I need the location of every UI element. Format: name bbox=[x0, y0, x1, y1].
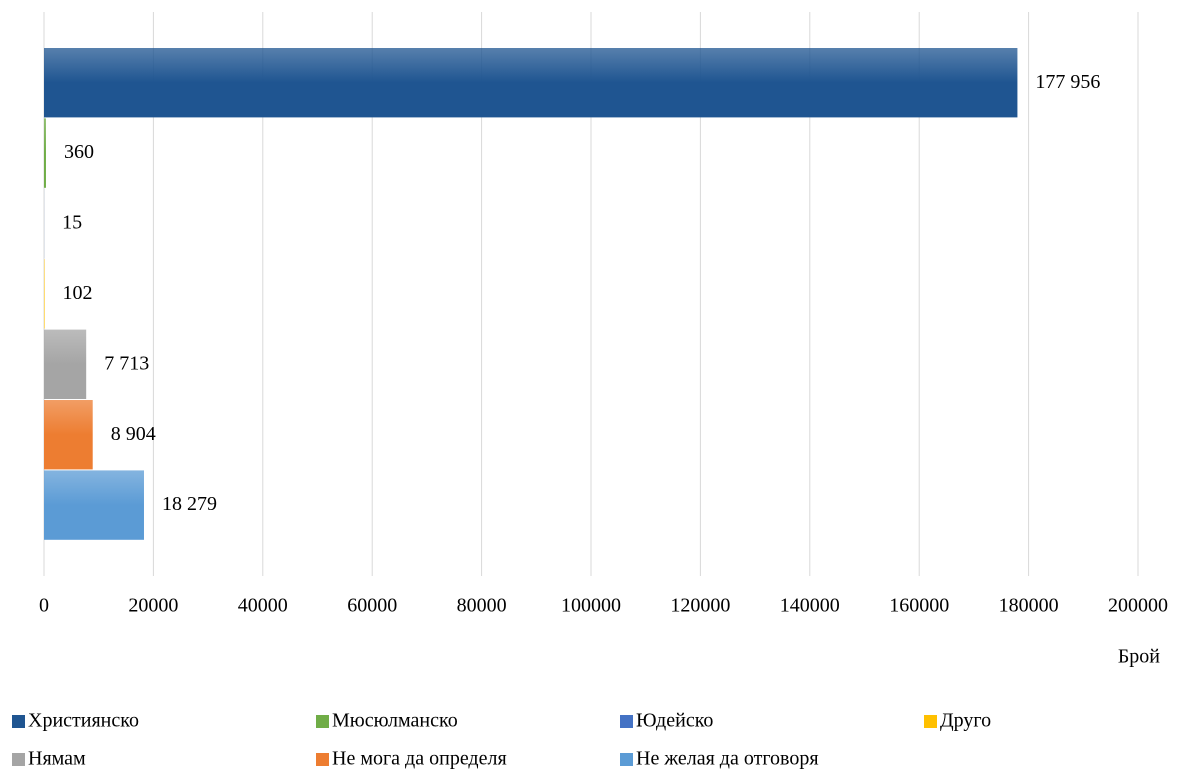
legend-swatch bbox=[316, 715, 329, 728]
bar bbox=[44, 329, 87, 399]
x-axis-label: Брой bbox=[1118, 646, 1160, 668]
data-label: 18 279 bbox=[162, 493, 217, 515]
legend-label: Не мога да определя bbox=[332, 748, 507, 770]
bar bbox=[44, 118, 46, 188]
data-label: 7 713 bbox=[104, 352, 149, 374]
bar bbox=[44, 400, 93, 470]
bar bbox=[44, 48, 1018, 118]
x-tick-label: 80000 bbox=[457, 595, 507, 617]
data-label: 177 956 bbox=[1035, 71, 1100, 93]
x-tick-label: 180000 bbox=[999, 595, 1059, 617]
x-tick-label: 100000 bbox=[561, 595, 621, 617]
legend-label: Християнско bbox=[28, 710, 139, 732]
x-tick-label: 160000 bbox=[889, 595, 949, 617]
bar bbox=[44, 470, 144, 540]
legend-swatch bbox=[12, 753, 25, 766]
bar bbox=[44, 259, 45, 329]
legend-swatch bbox=[12, 715, 25, 728]
data-label: 15 bbox=[62, 212, 82, 234]
x-tick-label: 60000 bbox=[347, 595, 397, 617]
x-tick-label: 20000 bbox=[128, 595, 178, 617]
data-label: 102 bbox=[63, 282, 93, 304]
legend-swatch bbox=[316, 753, 329, 766]
legend-swatch bbox=[620, 753, 633, 766]
legend-label: Не желая да отговоря bbox=[636, 748, 819, 770]
legend-swatch bbox=[924, 715, 937, 728]
data-label: 8 904 bbox=[111, 423, 156, 445]
x-tick-label: 40000 bbox=[238, 595, 288, 617]
legend-label: Юдейско bbox=[636, 710, 713, 732]
x-tick-label: 200000 bbox=[1108, 595, 1168, 617]
legend-swatch bbox=[620, 715, 633, 728]
legend-label: Друго bbox=[940, 710, 991, 732]
x-tick-label: 140000 bbox=[780, 595, 840, 617]
x-tick-label: 120000 bbox=[670, 595, 730, 617]
data-label: 360 bbox=[64, 141, 94, 163]
legend-label: Нямам bbox=[28, 748, 86, 770]
legend-label: Мюсюлманско bbox=[332, 710, 458, 732]
x-tick-label: 0 bbox=[39, 595, 49, 617]
